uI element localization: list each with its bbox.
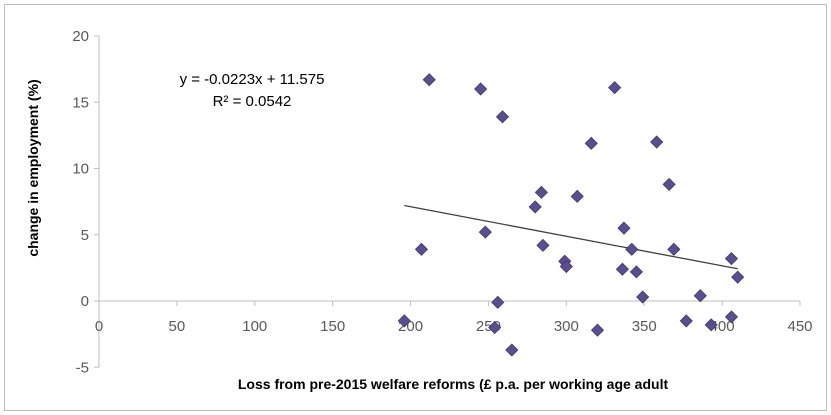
data-point bbox=[422, 73, 436, 87]
data-point bbox=[724, 252, 739, 266]
data-point bbox=[505, 343, 519, 357]
y-tick-label: 10 bbox=[72, 161, 89, 178]
data-point bbox=[474, 82, 488, 96]
data-points bbox=[397, 73, 745, 357]
trendline-group bbox=[404, 204, 738, 270]
y-axis: -5 0 5 10 15 20 bbox=[72, 28, 100, 376]
data-point bbox=[667, 242, 681, 256]
x-tick-label: 50 bbox=[169, 318, 186, 335]
x-tick-label: 150 bbox=[320, 318, 345, 335]
trendline bbox=[404, 204, 738, 270]
data-point bbox=[704, 318, 718, 332]
data-point bbox=[570, 189, 584, 203]
x-axis: 0 50 100 150 200 250 300 350 400 450 bbox=[95, 300, 813, 335]
x-tick-label: 450 bbox=[787, 318, 812, 335]
data-point bbox=[629, 265, 643, 279]
data-point bbox=[724, 310, 739, 324]
data-point bbox=[488, 320, 502, 335]
trendline-equation: y = -0.0223x + 11.575 bbox=[180, 71, 325, 88]
x-tick-label: 0 bbox=[95, 318, 103, 335]
x-tick-label: 300 bbox=[554, 318, 579, 335]
data-point bbox=[534, 185, 548, 199]
y-tick-label: 0 bbox=[81, 293, 89, 310]
data-point bbox=[731, 270, 745, 284]
x-axis-title: Loss from pre-2015 welfare reforms (£ p.… bbox=[238, 376, 669, 392]
data-point bbox=[414, 242, 429, 256]
data-point bbox=[478, 225, 492, 239]
r-squared-label: R² = 0.0542 bbox=[213, 93, 292, 110]
x-tick-label: 100 bbox=[242, 318, 267, 335]
data-point bbox=[528, 200, 542, 214]
x-tick-label: 400 bbox=[710, 318, 735, 335]
data-point bbox=[491, 295, 505, 309]
data-point bbox=[590, 323, 605, 337]
y-axis-title: change in employment (%) bbox=[25, 79, 41, 256]
data-point bbox=[662, 177, 676, 191]
data-point bbox=[536, 238, 550, 252]
data-point bbox=[608, 81, 622, 95]
y-tick-label: 15 bbox=[72, 94, 89, 111]
data-point bbox=[679, 314, 693, 328]
data-point bbox=[495, 110, 510, 124]
data-point bbox=[636, 290, 650, 304]
x-tick-label: 350 bbox=[632, 318, 657, 335]
y-tick-label: 20 bbox=[72, 28, 89, 45]
data-point bbox=[397, 314, 411, 328]
data-point bbox=[693, 289, 707, 303]
y-tick-label: -5 bbox=[76, 359, 89, 376]
data-point bbox=[625, 242, 639, 256]
data-point bbox=[559, 259, 573, 274]
data-point bbox=[584, 136, 598, 150]
data-point bbox=[615, 262, 629, 276]
y-tick-label: 5 bbox=[81, 227, 89, 244]
data-point bbox=[650, 135, 664, 149]
data-point bbox=[617, 221, 631, 235]
